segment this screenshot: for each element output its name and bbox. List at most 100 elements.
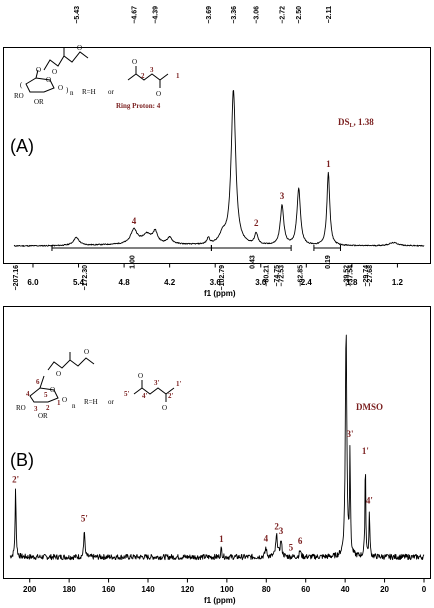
x-tick-label: 6.0 — [27, 278, 39, 287]
panel-a-peak-numbers: 4 2 3 1 — [132, 159, 331, 228]
ds-label: DS — [338, 117, 350, 127]
x-tick-label: 4.2 — [164, 278, 176, 287]
struct-b-ring-num-3: 3 — [34, 405, 38, 413]
peak-shift-label: −27.68 — [367, 265, 374, 287]
x-tick-label: 100 — [220, 585, 234, 594]
peak-number: 2 — [254, 218, 259, 228]
panel-a-frame — [3, 47, 431, 264]
peak-shift-label: −2.11 — [326, 6, 333, 23]
struct-b-ring-num-2: 2 — [46, 404, 50, 412]
struct-b-o-top: O — [84, 348, 89, 356]
peak-number: 1 — [326, 159, 331, 169]
struct-a-n: n — [70, 89, 74, 97]
integral-value: 0.43 — [249, 255, 256, 269]
peak-shift-label: −39.52 — [344, 265, 351, 287]
struct-b-frag — [133, 387, 175, 395]
x-tick-label: 4.8 — [119, 278, 131, 287]
struct-b-or: OR — [38, 412, 48, 420]
peak-shift-label: −72.53 — [279, 265, 286, 287]
panel-a-peak-shift-labels: −5.43 −4.67 −4.39 −3.69 −3.36 −3.06 −2.72 −2.50… — [74, 6, 333, 24]
struct-b-ring-num-5: 5 — [44, 391, 48, 399]
panel-a-label: (A) — [10, 136, 34, 156]
x-tick-label: 5.4 — [73, 278, 85, 287]
x-tick-label: 120 — [181, 585, 195, 594]
panel-b-label: (B) — [10, 450, 34, 470]
peak-shift-label: −2.50 — [296, 6, 303, 24]
peak-number: 1' — [362, 446, 369, 456]
struct-b-num-1p: 1' — [176, 380, 182, 388]
integral-value: 1.00 — [130, 255, 137, 269]
peak-number: 5 — [289, 543, 294, 553]
panel-a-chemical-structure: O O O O RO OR O ) n ( R=H or O O 2 3 1 R… — [14, 44, 180, 110]
struct-a-frag — [127, 73, 169, 81]
x-tick-label: 140 — [141, 585, 155, 594]
struct-b-req: R=H — [84, 398, 98, 406]
ds-subscript: L — [350, 123, 354, 129]
peak-number: 5' — [81, 513, 88, 523]
panel-a: (A) f1 (ppm) −5.43 −4.67 −4.39 −3.69 −3.36 −3… — [3, 6, 431, 298]
peak-number: 4 — [132, 216, 137, 226]
struct-a-ring-proton: Ring Proton: 4 — [116, 102, 161, 110]
peak-number: 1 — [219, 534, 224, 544]
x-tick-label: 200 — [23, 585, 37, 594]
peak-shift-label: −74.75 — [274, 265, 281, 287]
struct-a-o-ester2: O — [36, 66, 41, 74]
struct-b-ring-o: O — [50, 386, 55, 394]
peak-shift-label: −2.72 — [280, 6, 287, 24]
panel-a-xlabel: f1 (ppm) — [204, 289, 236, 298]
struct-a-frag-o1: O — [132, 58, 137, 66]
panel-b-peak-shift-labels: −207.16 −172.30 −102.79 −80.21 −74.75−72.53 −… — [13, 265, 374, 291]
struct-a-num-1: 1 — [176, 72, 180, 80]
panel-b-frame — [3, 306, 431, 579]
panel-a-ds-annotation: DSL, 1.38 — [338, 117, 374, 129]
struct-b-or-word: or — [108, 398, 115, 406]
ds-value: , 1.38 — [354, 117, 375, 127]
struct-b-frag-o2: O — [162, 404, 167, 412]
struct-b-chain — [47, 357, 95, 371]
x-tick-label: 2.4 — [301, 278, 313, 287]
peak-shift-label: −172.30 — [82, 265, 89, 291]
struct-a-frag-o2: O — [156, 90, 161, 98]
x-tick-label: 1.8 — [346, 278, 358, 287]
x-tick-label: 0 — [422, 585, 427, 594]
struct-b-ring-num-6: 6 — [36, 378, 40, 386]
panel-b-x-ticks: 200 180 160 140 120 100 80 60 40 20 0 — [23, 578, 427, 594]
peak-shift-label: −102.79 — [219, 265, 226, 291]
peak-shift-label: −207.16 — [13, 265, 20, 291]
struct-a-o-link: O — [58, 84, 63, 92]
struct-b-num-3p: 3' — [154, 379, 160, 387]
peak-shift-label: −80.21 — [263, 265, 270, 287]
x-tick-label: 60 — [301, 585, 310, 594]
peak-number: 3 — [279, 526, 284, 536]
panel-a-x-ticks: 6.0 5.4 4.8 4.2 3.6 3.0 2.4 1.8 1.2 — [27, 263, 404, 287]
panel-b-xlabel: f1 (ppm) — [204, 596, 236, 605]
peak-number: 3 — [280, 191, 285, 201]
peak-number: 2 — [274, 522, 279, 532]
struct-a-bracket-open: ( — [20, 81, 23, 89]
x-tick-label: 20 — [380, 585, 389, 594]
struct-a-bracket: ) — [66, 86, 69, 94]
panel-b: (B) f1 (ppm) −207.16 −172.30 −102.79 −80.21… — [3, 265, 431, 605]
x-tick-label: 160 — [102, 585, 116, 594]
peak-shift-label: −62.85 — [298, 265, 305, 287]
panel-a-spectrum-line — [13, 90, 425, 247]
peak-number: 6 — [298, 536, 303, 546]
x-tick-label: 3.6 — [210, 278, 222, 287]
struct-a-or: OR — [34, 98, 44, 106]
x-tick-label: 40 — [341, 585, 350, 594]
struct-a-ro: RO — [14, 92, 24, 100]
struct-a-or-word: or — [108, 88, 115, 96]
struct-b-o-ester: O — [56, 370, 61, 378]
struct-a-num-3: 3 — [150, 66, 154, 74]
struct-a-o-ester: O — [52, 68, 57, 76]
struct-a-ring-o: O — [46, 76, 51, 84]
integral-value: 0.19 — [325, 255, 332, 269]
struct-b-ring-num-1: 1 — [57, 399, 61, 407]
panel-b-chemical-structure: O O O 6 5 4 3 2 1 RO OR O n R=H or O O 5… — [16, 348, 182, 420]
panel-b-spectrum-line — [9, 334, 425, 561]
struct-b-num-4p: 4' — [142, 392, 148, 400]
peak-number: 3' — [346, 429, 353, 439]
peak-number: 4' — [366, 496, 373, 506]
struct-a-ch2 — [35, 69, 39, 79]
